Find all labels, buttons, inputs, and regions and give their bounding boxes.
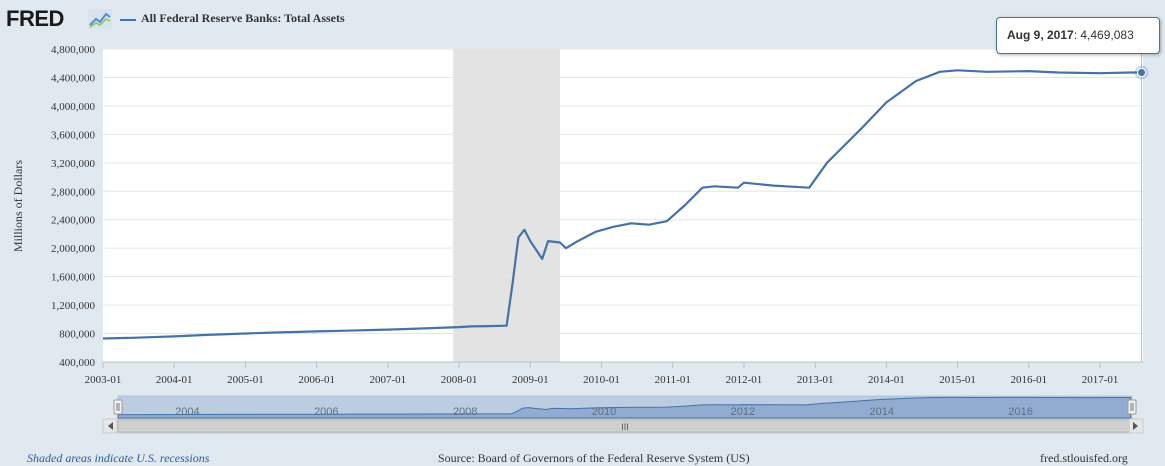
y-tick-label: 2,000,000 bbox=[51, 243, 96, 255]
x-tick-label: 2014-01 bbox=[868, 374, 905, 386]
y-tick-label: 4,000,000 bbox=[51, 101, 96, 113]
navigator-year-label: 2012 bbox=[731, 406, 755, 418]
y-tick-label: 3,600,000 bbox=[51, 129, 96, 141]
x-tick-label: 2015-01 bbox=[939, 374, 976, 386]
x-tick-label: 2005-01 bbox=[227, 374, 264, 386]
y-tick-label: 3,200,000 bbox=[51, 158, 96, 170]
navigator-year-label: 2004 bbox=[175, 406, 199, 418]
fred-chart-icon bbox=[88, 9, 112, 29]
tooltip-value: 4,469,083 bbox=[1080, 28, 1134, 42]
navigator-year-label: 2006 bbox=[314, 406, 338, 418]
y-tick-label: 2,400,000 bbox=[51, 215, 96, 227]
recession-shading bbox=[453, 49, 560, 362]
x-tick-label: 2003-01 bbox=[85, 374, 122, 386]
x-tick-label: 2016-01 bbox=[1010, 374, 1047, 386]
x-tick-label: 2007-01 bbox=[370, 374, 407, 386]
x-tick-label: 2011-01 bbox=[655, 374, 691, 386]
chart-header: FRED All Federal Reserve Banks: Total As… bbox=[0, 0, 1165, 40]
navigator-year-label: 2016 bbox=[1008, 406, 1032, 418]
tooltip-date: Aug 9, 2017 bbox=[1007, 28, 1074, 42]
y-tick-label: 4,800,000 bbox=[51, 44, 96, 56]
fred-logo[interactable]: FRED bbox=[6, 6, 64, 31]
navigator-right-handle[interactable] bbox=[1127, 399, 1137, 415]
hover-point[interactable] bbox=[1137, 68, 1147, 78]
navigator-year-label: 2008 bbox=[453, 406, 477, 418]
y-tick-label: 2,800,000 bbox=[51, 186, 96, 198]
navigator-year-label: 2010 bbox=[592, 406, 616, 418]
y-tick-label: 1,200,000 bbox=[51, 300, 96, 312]
x-tick-label: 2008-01 bbox=[441, 374, 478, 386]
y-tick-label: 400,000 bbox=[59, 357, 95, 369]
x-tick-label: 2012-01 bbox=[726, 374, 763, 386]
y-tick-label: 1,600,000 bbox=[51, 272, 96, 284]
x-tick-label: 2010-01 bbox=[583, 374, 620, 386]
y-tick-label: 800,000 bbox=[59, 329, 95, 341]
y-axis-label: Millions of Dollars bbox=[11, 160, 25, 252]
navigator-series bbox=[117, 396, 1132, 419]
x-tick-label: 2013-01 bbox=[797, 374, 834, 386]
plot-area bbox=[103, 49, 1143, 362]
hover-tooltip: Aug 9, 2017: 4,469,083 bbox=[996, 17, 1160, 54]
recession-note: Shaded areas indicate U.S. recessions bbox=[27, 451, 210, 465]
scroll-right-arrow-icon bbox=[1133, 422, 1138, 430]
series-title: All Federal Reserve Banks: Total Assets bbox=[141, 11, 345, 25]
site-link[interactable]: fred.stlouisfed.org bbox=[1040, 451, 1128, 465]
x-tick-label: 2009-01 bbox=[512, 374, 549, 386]
series-legend-swatch bbox=[120, 19, 136, 21]
series-line[interactable] bbox=[102, 69, 1142, 340]
x-tick-label: 2006-01 bbox=[298, 374, 335, 386]
x-tick-label: 2004-01 bbox=[156, 374, 193, 386]
scroll-left-arrow-icon bbox=[108, 422, 113, 430]
source-note[interactable]: Source: Board of Governors of the Federa… bbox=[438, 451, 750, 465]
navigator-left-handle[interactable] bbox=[113, 399, 123, 415]
navigator-year-label: 2014 bbox=[870, 406, 894, 418]
scrollbar-grip-icon: III bbox=[621, 422, 629, 432]
y-tick-label: 4,400,000 bbox=[51, 72, 96, 84]
x-tick-label: 2017-01 bbox=[1082, 374, 1119, 386]
